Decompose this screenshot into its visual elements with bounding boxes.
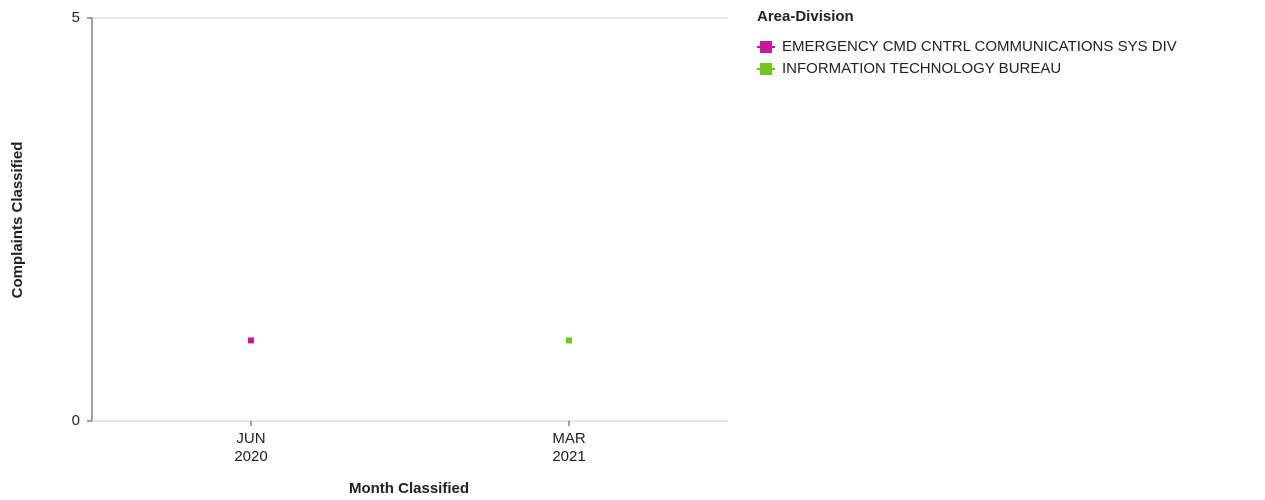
y-axis-title: Complaints Classified [9, 142, 26, 299]
x-tick-label: MAR 2021 [552, 430, 586, 465]
data-point [248, 337, 254, 344]
legend-title: Area-Division [757, 8, 854, 25]
x-axis-title: Month Classified [349, 480, 469, 497]
legend-marker [760, 63, 772, 75]
y-tick-label: 0 [72, 412, 80, 429]
data-point [566, 337, 572, 344]
legend-label: INFORMATION TECHNOLOGY BUREAU [782, 60, 1061, 77]
y-tick-label: 5 [72, 9, 80, 26]
legend-label: EMERGENCY CMD CNTRL COMMUNICATIONS SYS D… [782, 38, 1177, 55]
legend-marker [760, 41, 772, 53]
x-tick-label: JUN 2020 [234, 430, 267, 465]
